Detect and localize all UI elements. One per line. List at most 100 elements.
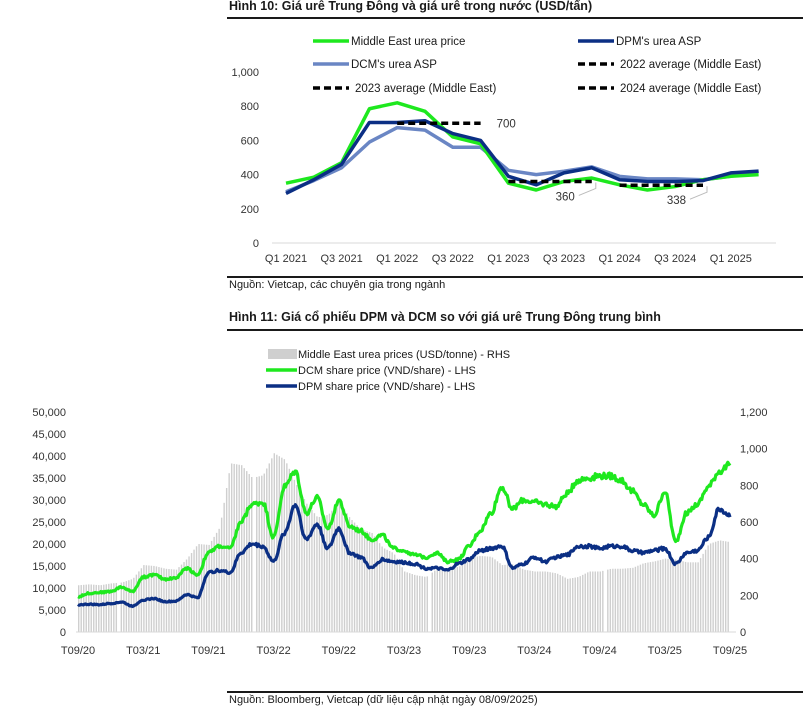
urea-price-bar xyxy=(689,562,692,632)
urea-price-bar xyxy=(594,571,596,632)
urea-price-bar xyxy=(536,571,539,632)
urea-price-bar xyxy=(248,474,250,632)
urea-price-bar xyxy=(95,584,97,632)
legend-swatch-bar xyxy=(268,349,297,359)
urea-price-bar xyxy=(439,568,441,632)
urea-price-bar xyxy=(577,577,579,632)
y-tick-label: 200 xyxy=(241,204,259,216)
urea-price-bar xyxy=(702,553,704,632)
x-tick-label: Q3 2021 xyxy=(320,253,362,265)
urea-price-bar xyxy=(637,565,639,632)
urea-price-bar xyxy=(120,582,123,632)
series-line-dcm xyxy=(285,125,759,194)
x-tick-label: Q3 2024 xyxy=(654,253,696,265)
urea-price-bar xyxy=(220,517,223,632)
urea-price-bar xyxy=(251,477,253,632)
y-right-tick-label: 0 xyxy=(740,627,746,639)
urea-price-bar xyxy=(481,556,484,632)
urea-price-bar xyxy=(727,541,729,632)
urea-price-bar xyxy=(704,549,707,632)
y-left-tick-label: 15,000 xyxy=(32,561,66,573)
urea-price-bar xyxy=(125,581,128,632)
urea-price-bar xyxy=(261,475,263,632)
urea-price-bar xyxy=(283,459,286,632)
urea-price-bar xyxy=(113,583,115,632)
urea-price-bar xyxy=(193,549,195,632)
x-tick-label: T03/25 xyxy=(648,645,682,657)
y-right-tick-label: 200 xyxy=(740,590,758,602)
urea-price-bar xyxy=(416,575,418,632)
figure-10-title: Hình 10: Giá urê Trung Đông và giá urê t… xyxy=(229,0,593,13)
urea-price-bar xyxy=(381,546,383,632)
chart-11-legend: Middle East urea prices (USD/tonne) - RH… xyxy=(266,349,510,393)
urea-price-bar xyxy=(717,540,719,632)
urea-price-bar xyxy=(426,576,428,632)
urea-price-bar xyxy=(649,562,652,632)
urea-price-bar xyxy=(311,510,313,632)
figure-11-title: Hình 11: Giá cổ phiếu DPM và DCM so với … xyxy=(229,310,661,324)
urea-price-bar xyxy=(198,544,200,632)
urea-price-bar xyxy=(100,585,102,632)
urea-price-bar xyxy=(313,513,316,632)
urea-price-bar xyxy=(281,457,283,632)
x-tick-label: T03/24 xyxy=(517,645,551,657)
urea-price-bar xyxy=(276,454,278,632)
urea-price-bar xyxy=(409,573,411,632)
urea-price-bar xyxy=(328,513,331,632)
urea-price-bar xyxy=(504,564,506,632)
urea-price-bar xyxy=(672,559,674,632)
y-left-tick-label: 45,000 xyxy=(32,429,66,441)
average-label: 360 xyxy=(556,191,575,203)
urea-price-bar xyxy=(687,562,689,632)
urea-price-bar xyxy=(218,528,220,632)
x-tick-label: Q3 2022 xyxy=(432,253,474,265)
urea-price-bar xyxy=(684,561,687,632)
urea-price-bar xyxy=(499,563,501,632)
urea-price-bar xyxy=(514,565,516,632)
urea-price-bar xyxy=(233,463,235,632)
y-tick-label: 600 xyxy=(241,135,259,147)
urea-price-bar xyxy=(225,488,228,632)
chart-10-legend: Middle East urea price DPM's urea ASP DCM'… xyxy=(313,36,761,95)
urea-price-bar xyxy=(476,556,479,632)
urea-price-bar xyxy=(406,572,408,632)
urea-price-bar xyxy=(546,571,549,632)
urea-price-bar xyxy=(509,564,511,632)
urea-price-bar xyxy=(316,516,318,632)
y-left-tick-label: 50,000 xyxy=(32,407,66,419)
urea-price-bar xyxy=(348,517,351,632)
urea-price-bar xyxy=(424,576,426,632)
urea-price-bar xyxy=(697,562,699,632)
urea-price-bar xyxy=(195,546,198,632)
urea-price-bar xyxy=(258,476,260,632)
y-right-tick-label: 600 xyxy=(740,517,758,529)
urea-price-bar xyxy=(303,499,306,632)
urea-price-bar xyxy=(587,572,589,632)
urea-price-bar xyxy=(599,571,601,632)
urea-price-bar xyxy=(539,571,541,632)
urea-price-bar xyxy=(93,584,95,632)
urea-price-bar xyxy=(210,540,213,632)
urea-price-bar xyxy=(516,566,519,632)
urea-price-bar xyxy=(569,578,571,632)
urea-price-bar xyxy=(213,536,215,632)
urea-price-bar xyxy=(391,552,393,632)
urea-price-bar xyxy=(662,559,664,632)
urea-price-bar xyxy=(524,569,526,632)
urea-price-bar xyxy=(579,576,581,632)
urea-price-bar xyxy=(336,504,338,632)
y-left-tick-label: 40,000 xyxy=(32,451,66,463)
x-tick-label: T09/20 xyxy=(61,645,95,657)
urea-price-bar xyxy=(491,557,494,632)
urea-price-bar xyxy=(301,494,303,632)
urea-price-bar xyxy=(246,471,248,632)
urea-price-bar xyxy=(190,553,193,632)
y-left-tick-label: 25,000 xyxy=(32,517,66,529)
urea-price-bar xyxy=(351,520,353,632)
legend-label: DCM share price (VND/share) - LHS xyxy=(298,365,476,377)
urea-price-bar xyxy=(582,574,584,632)
y-right-tick-label: 1,200 xyxy=(740,407,768,419)
urea-price-bar xyxy=(459,566,461,632)
urea-price-bar xyxy=(326,515,328,632)
y-left-tick-label: 10,000 xyxy=(32,583,66,595)
